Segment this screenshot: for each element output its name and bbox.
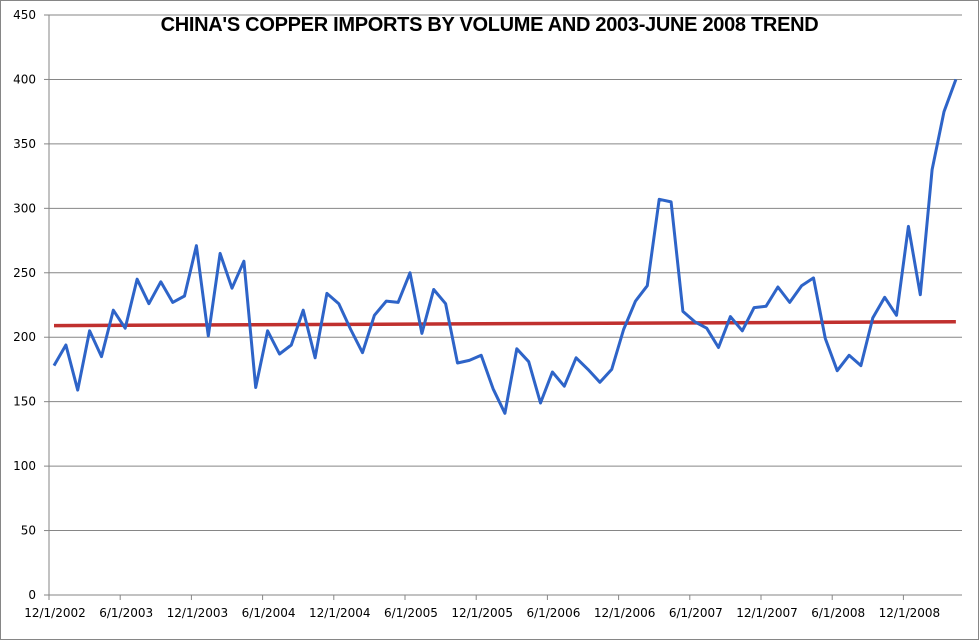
y-tick-label: 200 (13, 330, 36, 344)
y-tick-label: 100 (13, 459, 36, 473)
chart-title: CHINA'S COPPER IMPORTS BY VOLUME AND 200… (160, 14, 819, 36)
y-tick-label: 0 (28, 588, 36, 602)
x-tick-label: 6/1/2006 (526, 606, 580, 620)
x-tick-label: 6/1/2007 (669, 606, 723, 620)
y-tick-label: 150 (13, 395, 36, 409)
gridlines (49, 14, 962, 532)
x-tick-label: 12/1/2006 (594, 606, 656, 620)
x-tick-label: 6/1/2005 (384, 606, 438, 620)
x-tick-label: 12/1/2008 (879, 606, 941, 620)
y-tick-label: 300 (13, 201, 36, 215)
imports-line (52, 78, 958, 415)
x-tick-label: 12/1/2002 (24, 606, 86, 620)
y-tick-label: 450 (13, 8, 36, 22)
y-axis: 0 50 100 150 200 250 300 350 400 450 (13, 8, 50, 602)
x-tick-label: 6/1/2003 (99, 606, 153, 620)
y-tick-label: 400 (13, 72, 36, 86)
y-tick-label: 50 (21, 524, 36, 538)
x-tick-label: 12/1/2003 (167, 606, 229, 620)
x-tick-label: 6/1/2008 (811, 606, 865, 620)
trend-line (53, 320, 956, 328)
y-tick-label: 250 (13, 266, 36, 280)
x-axis: 12/1/2002 6/1/2003 12/1/2003 6/1/2004 12/1/2… (24, 594, 962, 620)
x-tick-label: 12/1/2004 (309, 606, 371, 620)
y-tick-label: 350 (13, 137, 36, 151)
x-tick-label: 12/1/2005 (451, 606, 513, 620)
x-tick-label: 12/1/2007 (736, 606, 798, 620)
x-tick-label: 6/1/2004 (242, 606, 296, 620)
